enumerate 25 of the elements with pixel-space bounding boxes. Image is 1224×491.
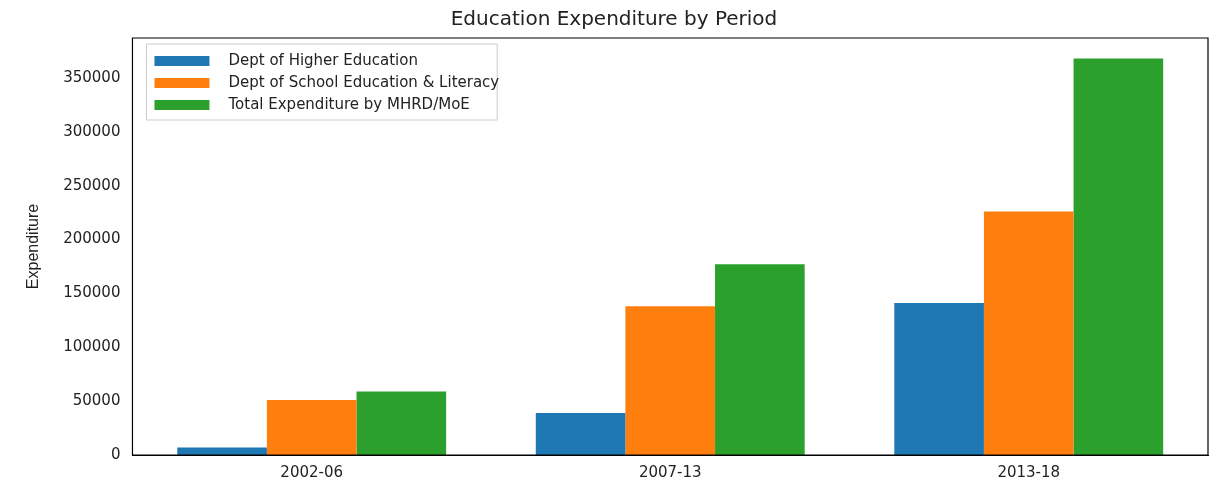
- bar: [266, 400, 357, 455]
- y-tick-label: 200000: [63, 229, 121, 248]
- y-tick-label: 100000: [63, 337, 121, 356]
- bar: [894, 303, 984, 455]
- x-tick-label: 2007-13: [638, 462, 702, 481]
- bar: [1073, 58, 1164, 455]
- bar: [625, 306, 716, 455]
- y-tick-label: 350000: [63, 67, 121, 86]
- x-tick-label: 2013-18: [997, 462, 1061, 481]
- legend-label: Total Expenditure by MHRD/MoE: [227, 94, 470, 113]
- y-tick-label: 250000: [63, 175, 121, 194]
- x-tick-label: 2002-06: [280, 462, 344, 481]
- bar: [715, 264, 805, 455]
- y-tick-label: 150000: [63, 283, 121, 302]
- bar: [983, 211, 1074, 455]
- legend-label: Dept of School Education & Literacy: [228, 72, 500, 91]
- bar: [356, 391, 447, 455]
- legend-label: Dept of Higher Education: [228, 50, 418, 69]
- chart-title: Education Expenditure by Period: [450, 6, 778, 31]
- bar: [177, 447, 267, 455]
- y-axis-title: Expenditure: [24, 203, 42, 290]
- bar: [535, 412, 626, 455]
- y-tick-label: 50000: [72, 391, 121, 410]
- y-tick-label: 0: [110, 444, 121, 463]
- y-tick-label: 300000: [63, 121, 121, 140]
